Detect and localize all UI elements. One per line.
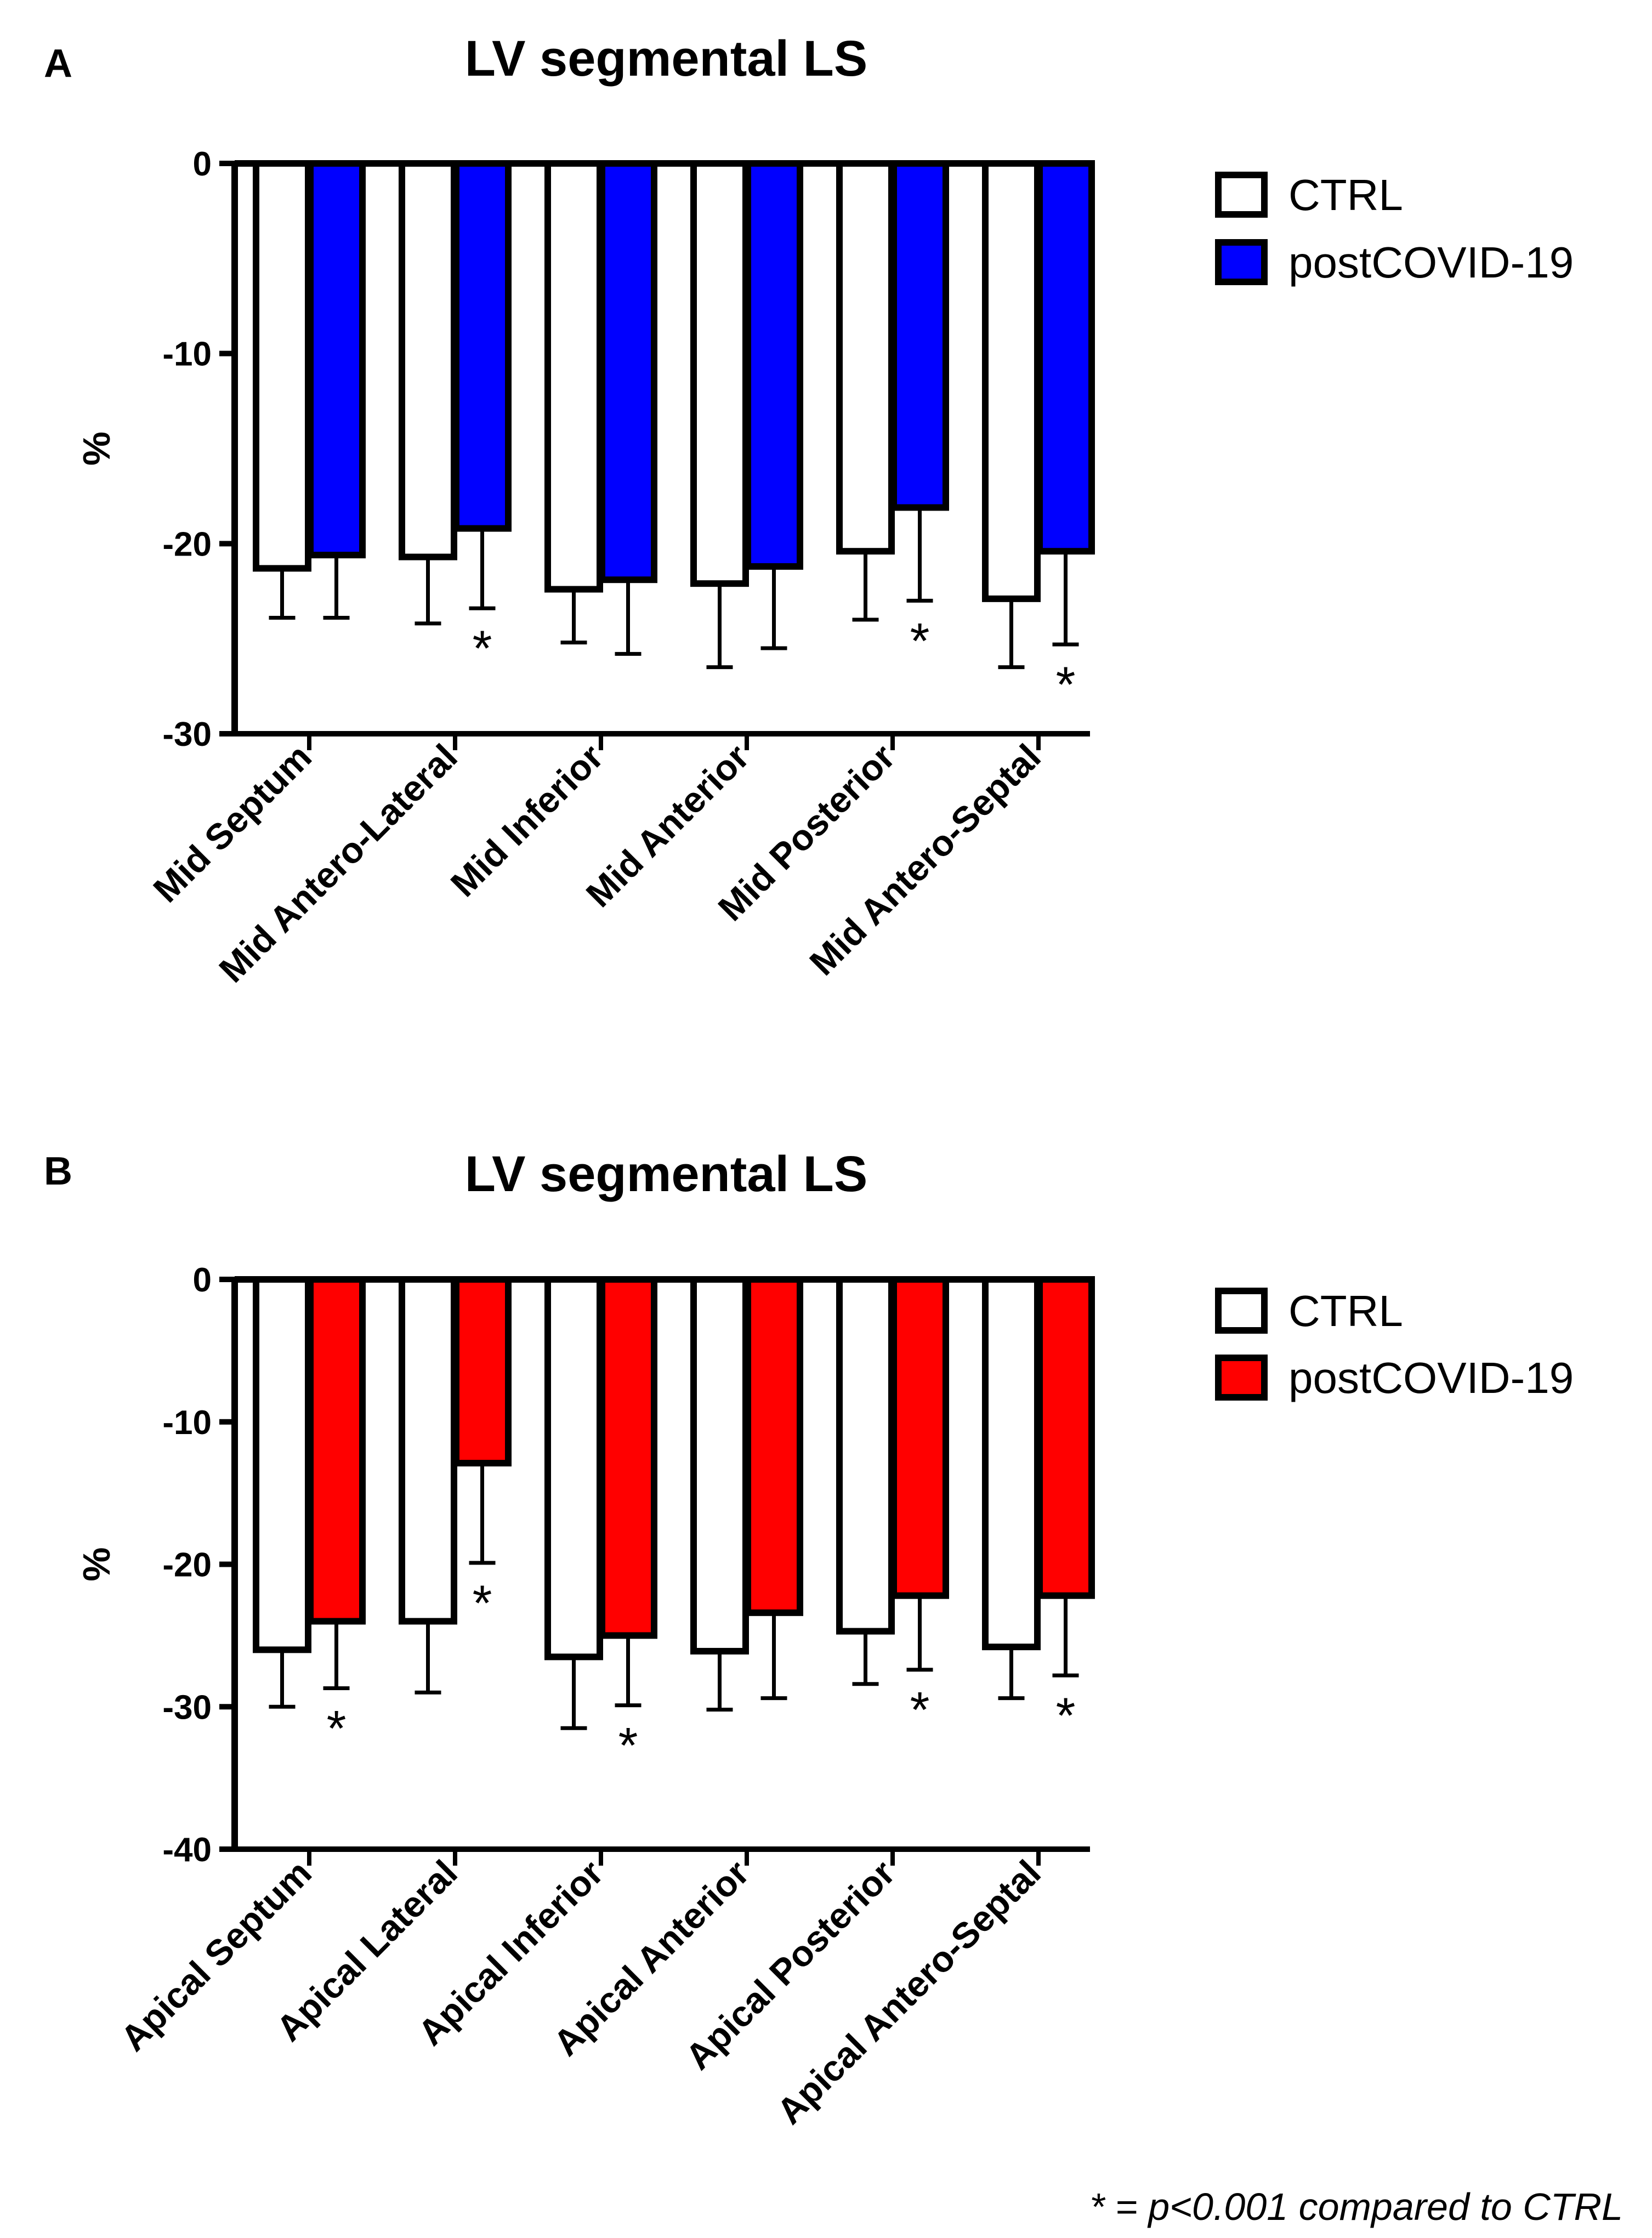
panel-label: A — [44, 42, 72, 86]
footnote: * = p<0.001 compared to CTRL — [1089, 2185, 1623, 2228]
bar-post — [599, 160, 657, 583]
legend-label-ctrl: CTRL — [1288, 1287, 1403, 1335]
legend-swatch-post — [1215, 239, 1268, 285]
bar-post — [453, 1276, 512, 1467]
legend-label-ctrl: CTRL — [1288, 171, 1403, 219]
significance-marker: * — [910, 1682, 930, 1738]
bar-post — [745, 1276, 803, 1616]
y-tick-label: 0 — [193, 1261, 212, 1299]
significance-marker: * — [327, 1701, 347, 1757]
bar-post — [1036, 1276, 1095, 1599]
bar-post — [745, 160, 803, 570]
y-axis-label: % — [75, 432, 118, 466]
bar-ctrl — [690, 160, 749, 587]
significance-marker: * — [473, 621, 492, 677]
category-label: Mid Antero-Lateral — [211, 736, 465, 990]
bar-post — [307, 160, 366, 559]
significance-marker: * — [910, 613, 930, 669]
legend-label-post: postCOVID-19 — [1288, 238, 1574, 287]
bar-post — [1036, 160, 1095, 555]
legend-swatch-ctrl — [1215, 1288, 1268, 1334]
chart-title: LV segmental LS — [465, 31, 867, 87]
significance-marker: * — [1056, 657, 1076, 713]
bar-ctrl — [836, 160, 895, 555]
category-label: Apical Antero-Septal — [769, 1852, 1048, 2132]
y-tick-label: -20 — [162, 525, 212, 563]
y-tick-label: -10 — [162, 1404, 212, 1442]
y-tick-label: -20 — [162, 1546, 212, 1584]
bar-post — [307, 1276, 366, 1625]
bar-ctrl — [399, 160, 457, 560]
y-axis-label: % — [75, 1547, 118, 1581]
legend-swatch-ctrl — [1215, 172, 1268, 218]
bar-post — [599, 1276, 657, 1639]
chart-title: LV segmental LS — [465, 1146, 867, 1202]
significance-marker: * — [473, 1576, 492, 1631]
bar-ctrl — [544, 1276, 603, 1661]
bar-ctrl — [836, 1276, 895, 1635]
y-tick-label: -30 — [162, 1689, 212, 1726]
legend-label-post: postCOVID-19 — [1288, 1353, 1574, 1402]
significance-marker: * — [618, 1718, 638, 1774]
bar-post — [453, 160, 512, 532]
panel-a-chart: A LV segmental LS%Mid Septum*Mid Antero-L… — [44, 31, 1574, 990]
bar-ctrl — [982, 1276, 1041, 1651]
bar-post — [890, 1276, 949, 1599]
panel-b-chart: B LV segmental LS%*Apical Septum*Apical L… — [44, 1146, 1574, 2132]
legend-swatch-post — [1215, 1355, 1268, 1401]
y-tick-label: -10 — [162, 336, 212, 373]
bar-post — [890, 160, 949, 511]
panel-label: B — [44, 1149, 72, 1193]
bar-ctrl — [982, 160, 1041, 602]
y-tick-label: -30 — [162, 716, 212, 753]
y-tick-label: -40 — [162, 1831, 212, 1869]
bar-ctrl — [399, 1276, 457, 1625]
bar-ctrl — [253, 160, 311, 572]
bar-ctrl — [544, 160, 603, 593]
significance-marker: * — [1056, 1688, 1076, 1744]
bar-ctrl — [690, 1276, 749, 1655]
bar-ctrl — [253, 1276, 311, 1653]
y-tick-label: 0 — [193, 145, 212, 183]
